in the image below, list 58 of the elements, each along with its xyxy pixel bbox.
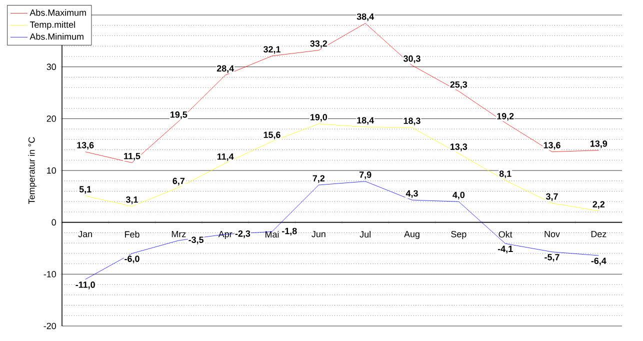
data-label: -1,8 — [282, 228, 297, 236]
data-label: 3,1 — [126, 196, 138, 204]
data-label: 25,3 — [450, 81, 468, 90]
data-label: -2,3 — [235, 230, 250, 238]
data-label: -6,4 — [591, 258, 606, 266]
y-tick-label: 20 — [46, 115, 56, 122]
data-label: 15,6 — [264, 132, 280, 140]
y-tick-label: 10 — [47, 167, 56, 174]
x-tick-label: Jun — [312, 230, 326, 238]
x-tick-label: Jan — [78, 230, 92, 238]
data-label: 13,6 — [544, 142, 560, 150]
y-axis-title: Temperatur in °C — [28, 137, 37, 204]
data-label: 19,5 — [170, 111, 188, 120]
x-tick-label: Nov — [544, 230, 560, 238]
data-label: 13,3 — [450, 144, 468, 152]
data-label: 19,2 — [497, 112, 514, 121]
y-tick-label: -10 — [44, 270, 56, 278]
data-label: -5,7 — [544, 254, 560, 262]
x-tick-label: Mai — [266, 230, 279, 238]
data-label: 4,0 — [452, 192, 465, 200]
data-label: 8,1 — [499, 170, 512, 178]
data-label: 30,3 — [403, 55, 420, 64]
x-tick-label: Aug — [404, 230, 420, 239]
data-label: 7,9 — [359, 172, 372, 180]
data-label: 11,4 — [217, 153, 234, 162]
data-label: 3,7 — [546, 193, 558, 201]
data-label: -6,0 — [124, 256, 140, 264]
data-label: 11,5 — [124, 152, 140, 161]
data-label: -4,1 — [498, 246, 513, 254]
data-label: 28,4 — [216, 65, 234, 73]
data-label: 18,3 — [404, 118, 420, 126]
data-label: 18,4 — [357, 117, 374, 125]
data-label: 5,1 — [79, 186, 92, 194]
y-tick-label: 0 — [52, 219, 56, 226]
data-label: 33,2 — [310, 40, 328, 48]
legend-label: Abs.Maximum — [30, 9, 86, 16]
data-label: 13,6 — [77, 142, 94, 150]
data-label: -11,0 — [76, 282, 95, 290]
data-label: 7,2 — [312, 175, 325, 183]
x-tick-label: Mrz — [172, 230, 186, 238]
x-tick-label: Apr — [218, 230, 232, 239]
x-tick-label: Dez — [591, 230, 606, 238]
data-label: 38,4 — [356, 13, 374, 22]
data-label: 19,0 — [310, 114, 328, 122]
x-tick-label: Jul — [360, 230, 370, 238]
legend-label: Abs.Minimum — [30, 33, 84, 40]
x-tick-label: Sep — [451, 230, 466, 240]
x-tick-label: Okt — [498, 230, 512, 238]
data-label: 32,1 — [263, 46, 280, 54]
data-label: -3,5 — [188, 236, 204, 244]
data-label: 2,2 — [592, 201, 605, 209]
y-tick-label: -20 — [44, 322, 56, 330]
data-label: 4,3 — [406, 190, 418, 198]
legend-label: Temp.mittel — [30, 21, 75, 30]
y-tick-label: 30 — [46, 64, 56, 70]
data-label: 6,7 — [172, 178, 185, 186]
data-label: 13,9 — [590, 140, 608, 148]
x-tick-label: Feb — [125, 230, 140, 238]
